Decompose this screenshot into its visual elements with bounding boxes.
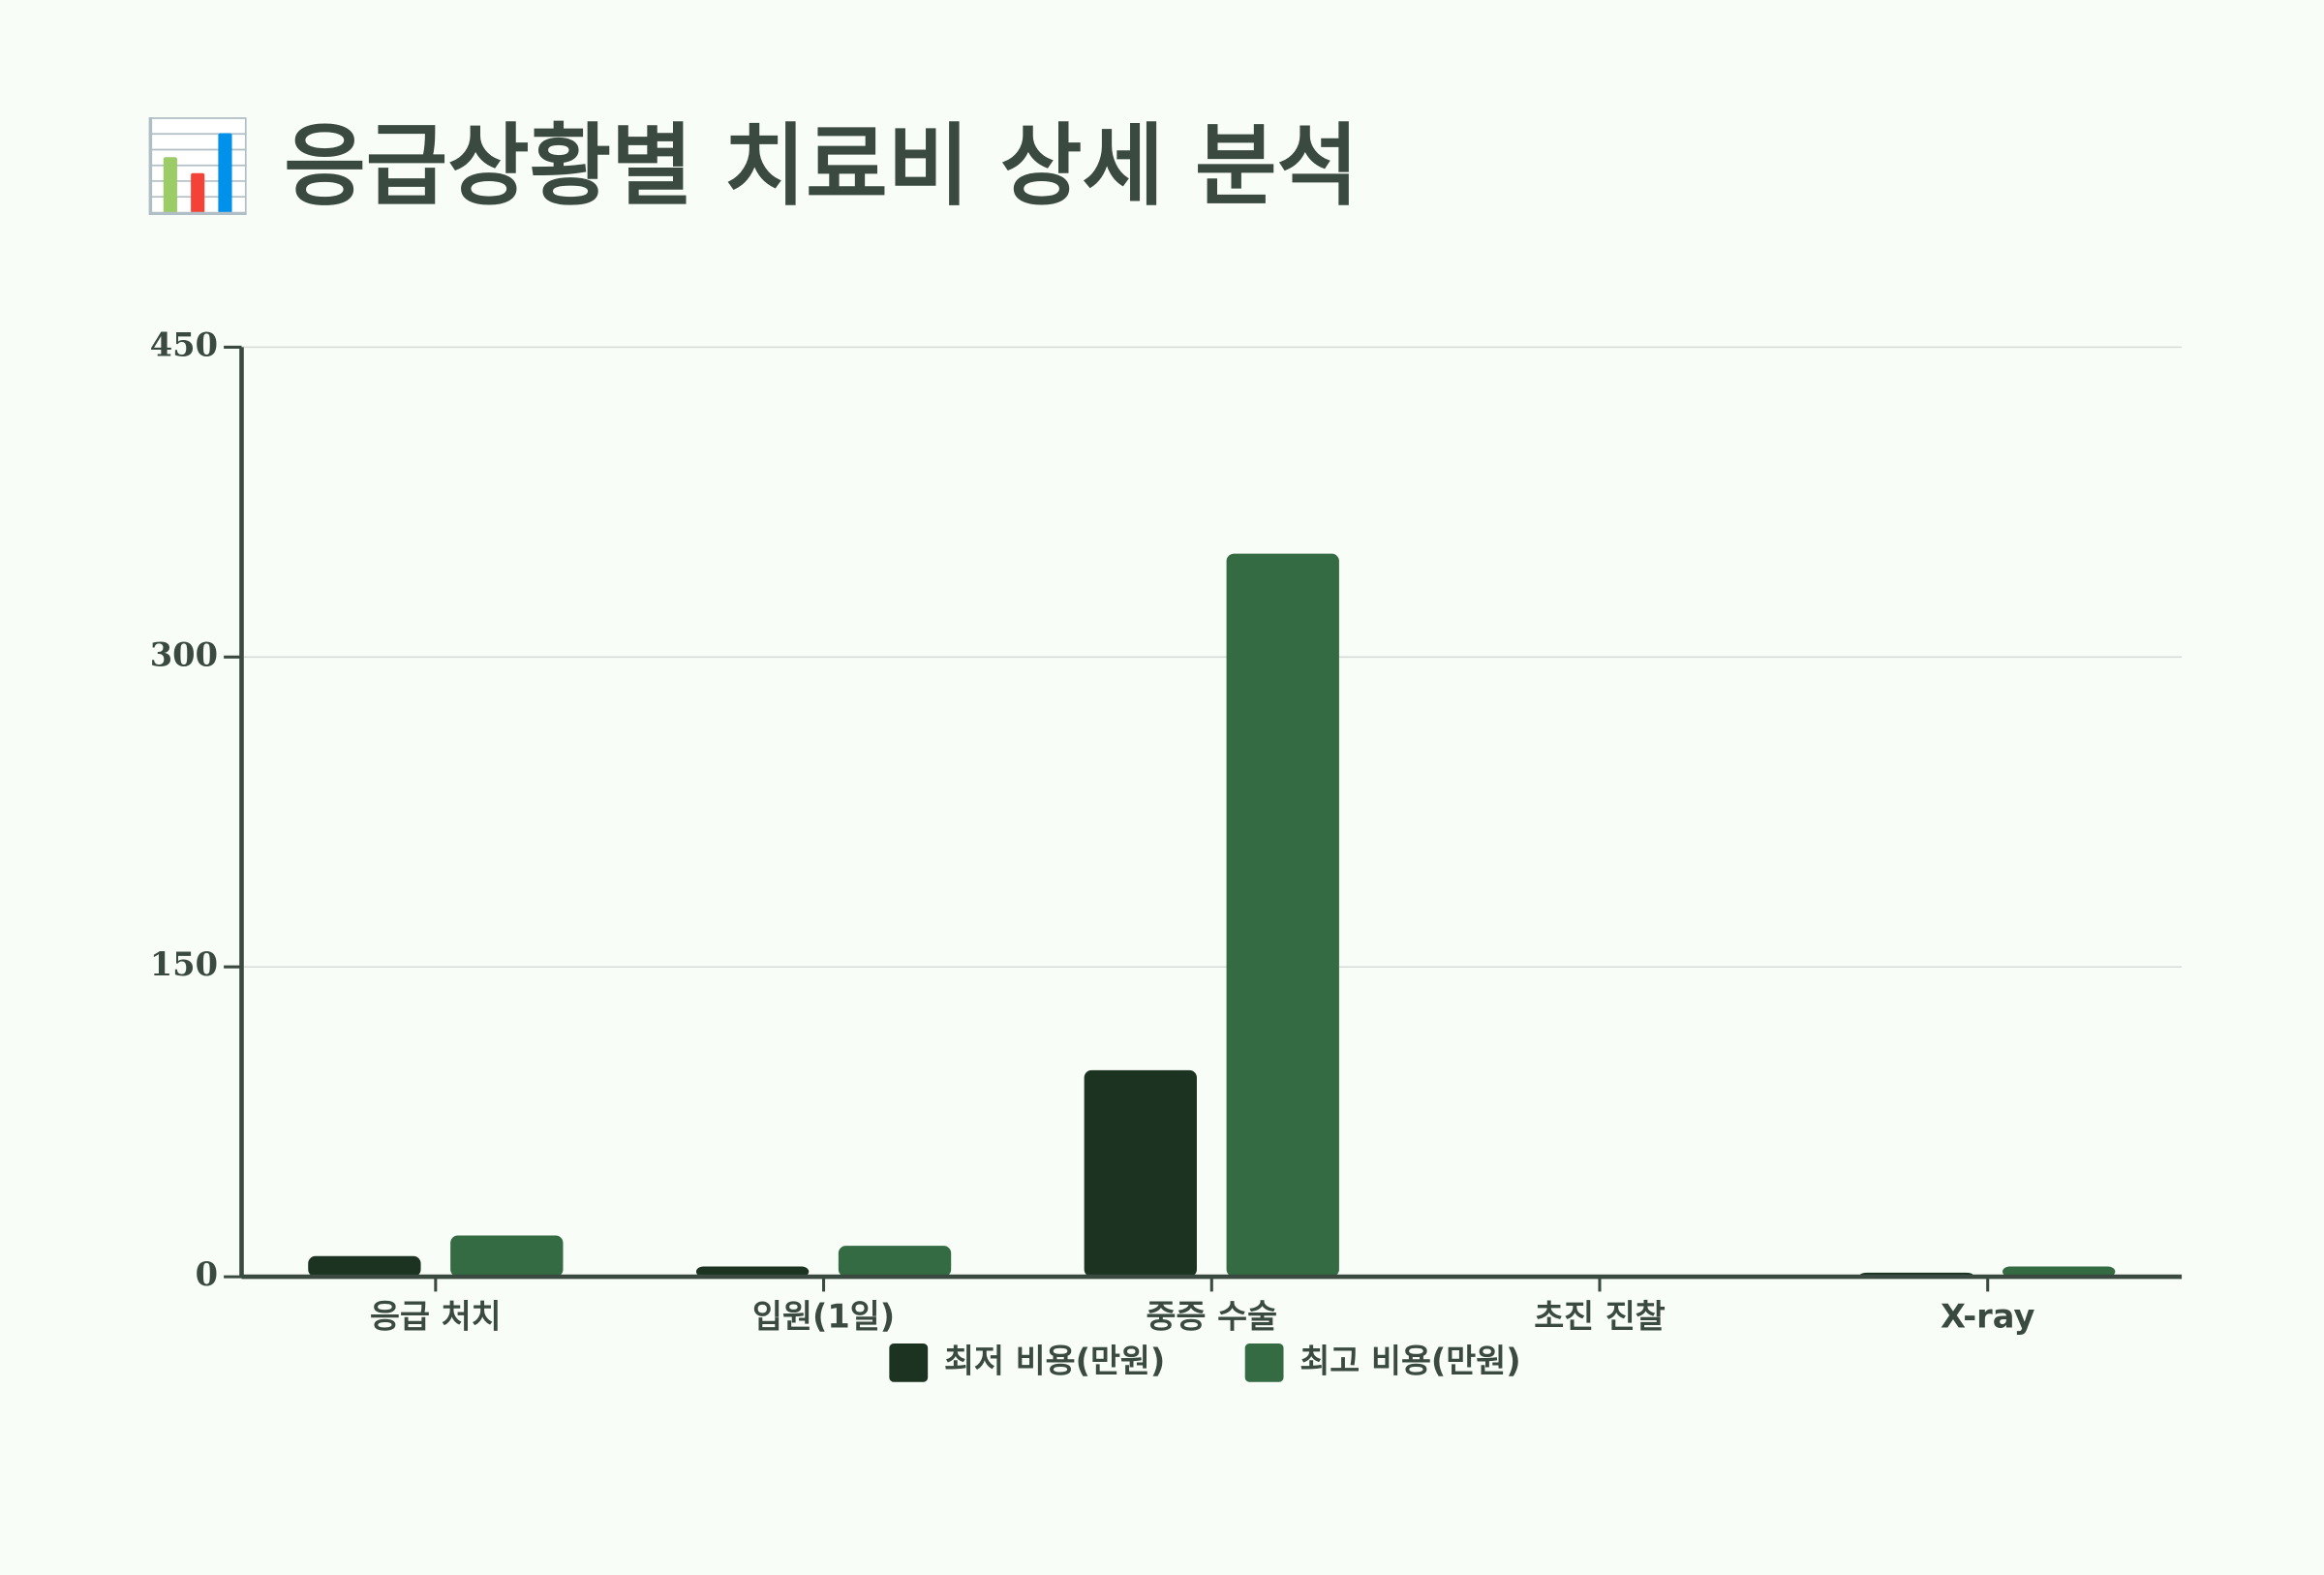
x-tick-label: 중증 수술 — [1146, 1297, 1277, 1335]
bar — [695, 1266, 810, 1278]
y-tick-label: 450 — [150, 324, 218, 363]
bar — [2003, 1266, 2116, 1278]
bar — [1084, 1069, 1197, 1278]
x-tick-label: 입원(1일) — [752, 1297, 895, 1335]
y-tick-label: 300 — [150, 634, 218, 673]
bar — [1226, 553, 1339, 1278]
chart-title: 📊 응급상황별 치료비 상세 분석 — [142, 114, 1359, 218]
bar — [838, 1246, 952, 1278]
x-tick-label: 응급 처치 — [370, 1297, 502, 1335]
x-tick-label: 초진 진찰 — [1534, 1297, 1666, 1335]
bar — [450, 1235, 564, 1278]
legend-swatch — [1244, 1343, 1284, 1382]
x-tick-label: X-ray — [1941, 1297, 2034, 1335]
legend-label: 최저 비용(만원) — [944, 1342, 1165, 1379]
y-tick-label: 150 — [150, 944, 218, 983]
legend-swatch — [889, 1343, 929, 1382]
legend-label: 최고 비용(만원) — [1300, 1342, 1520, 1379]
bar — [308, 1255, 421, 1278]
y-tick-label: 0 — [196, 1254, 218, 1293]
